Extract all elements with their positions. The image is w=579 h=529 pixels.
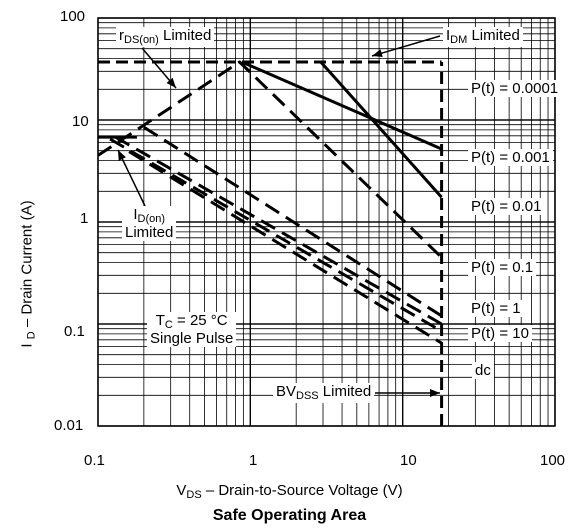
chart-title: Safe Operating Area xyxy=(212,507,367,524)
pt-label-0.01: P(t) = 0.01 xyxy=(468,198,545,215)
x-tick-label: 0.1 xyxy=(84,452,105,469)
arrow-line xyxy=(117,149,146,207)
arrow-head xyxy=(372,49,383,57)
series-line xyxy=(97,60,443,259)
rds-limited-label: rDS(on) Limited xyxy=(116,27,215,47)
series-line xyxy=(319,61,443,199)
plot-frame xyxy=(97,17,556,427)
pt-label-1: P(t) = 1 xyxy=(468,300,524,317)
annotation-arrows xyxy=(117,35,441,397)
arrow-head xyxy=(430,389,440,397)
series-line xyxy=(241,60,443,151)
y-tick-label: 10 xyxy=(72,113,89,130)
soa-curves xyxy=(97,60,443,345)
idm-limited-label: IDM Limited xyxy=(443,27,523,47)
arrow-head xyxy=(166,77,176,88)
arrow-line xyxy=(371,35,441,57)
y-tick-label: 0.1 xyxy=(64,323,85,340)
pt-label-0.0001: P(t) = 0.0001 xyxy=(468,80,562,97)
arrow-head xyxy=(118,150,126,161)
pt-label-10: P(t) = 10 xyxy=(468,325,532,342)
y-axis-label: I D – Drain Current (A) xyxy=(18,200,38,348)
series-line xyxy=(109,137,443,333)
idon-limited-label: ID(on) Limited xyxy=(122,206,177,241)
y-tick-label: 0.01 xyxy=(54,417,84,434)
y-tick-label: 100 xyxy=(60,8,86,25)
limit-lines xyxy=(98,60,444,426)
pt-label-0.1: P(t) = 0.1 xyxy=(468,259,537,276)
series-line xyxy=(114,135,443,326)
series-line xyxy=(128,150,443,345)
x-tick-label: 100 xyxy=(540,452,566,469)
pt-label-0.001: P(t) = 0.001 xyxy=(468,149,553,166)
series-line xyxy=(143,125,443,318)
x-axis-label: VDS – Drain-to-Source Voltage (V) xyxy=(176,482,403,501)
bvdss-limited-label: BVDSS Limited xyxy=(273,383,375,403)
x-tick-label: 10 xyxy=(400,452,417,469)
pt-label-dc: dc xyxy=(472,362,494,379)
x-tick-label: 1 xyxy=(249,452,258,469)
y-tick-label: 1 xyxy=(80,210,89,227)
tc-single-pulse-label: TC = 25 °C Single Pulse xyxy=(147,312,237,347)
